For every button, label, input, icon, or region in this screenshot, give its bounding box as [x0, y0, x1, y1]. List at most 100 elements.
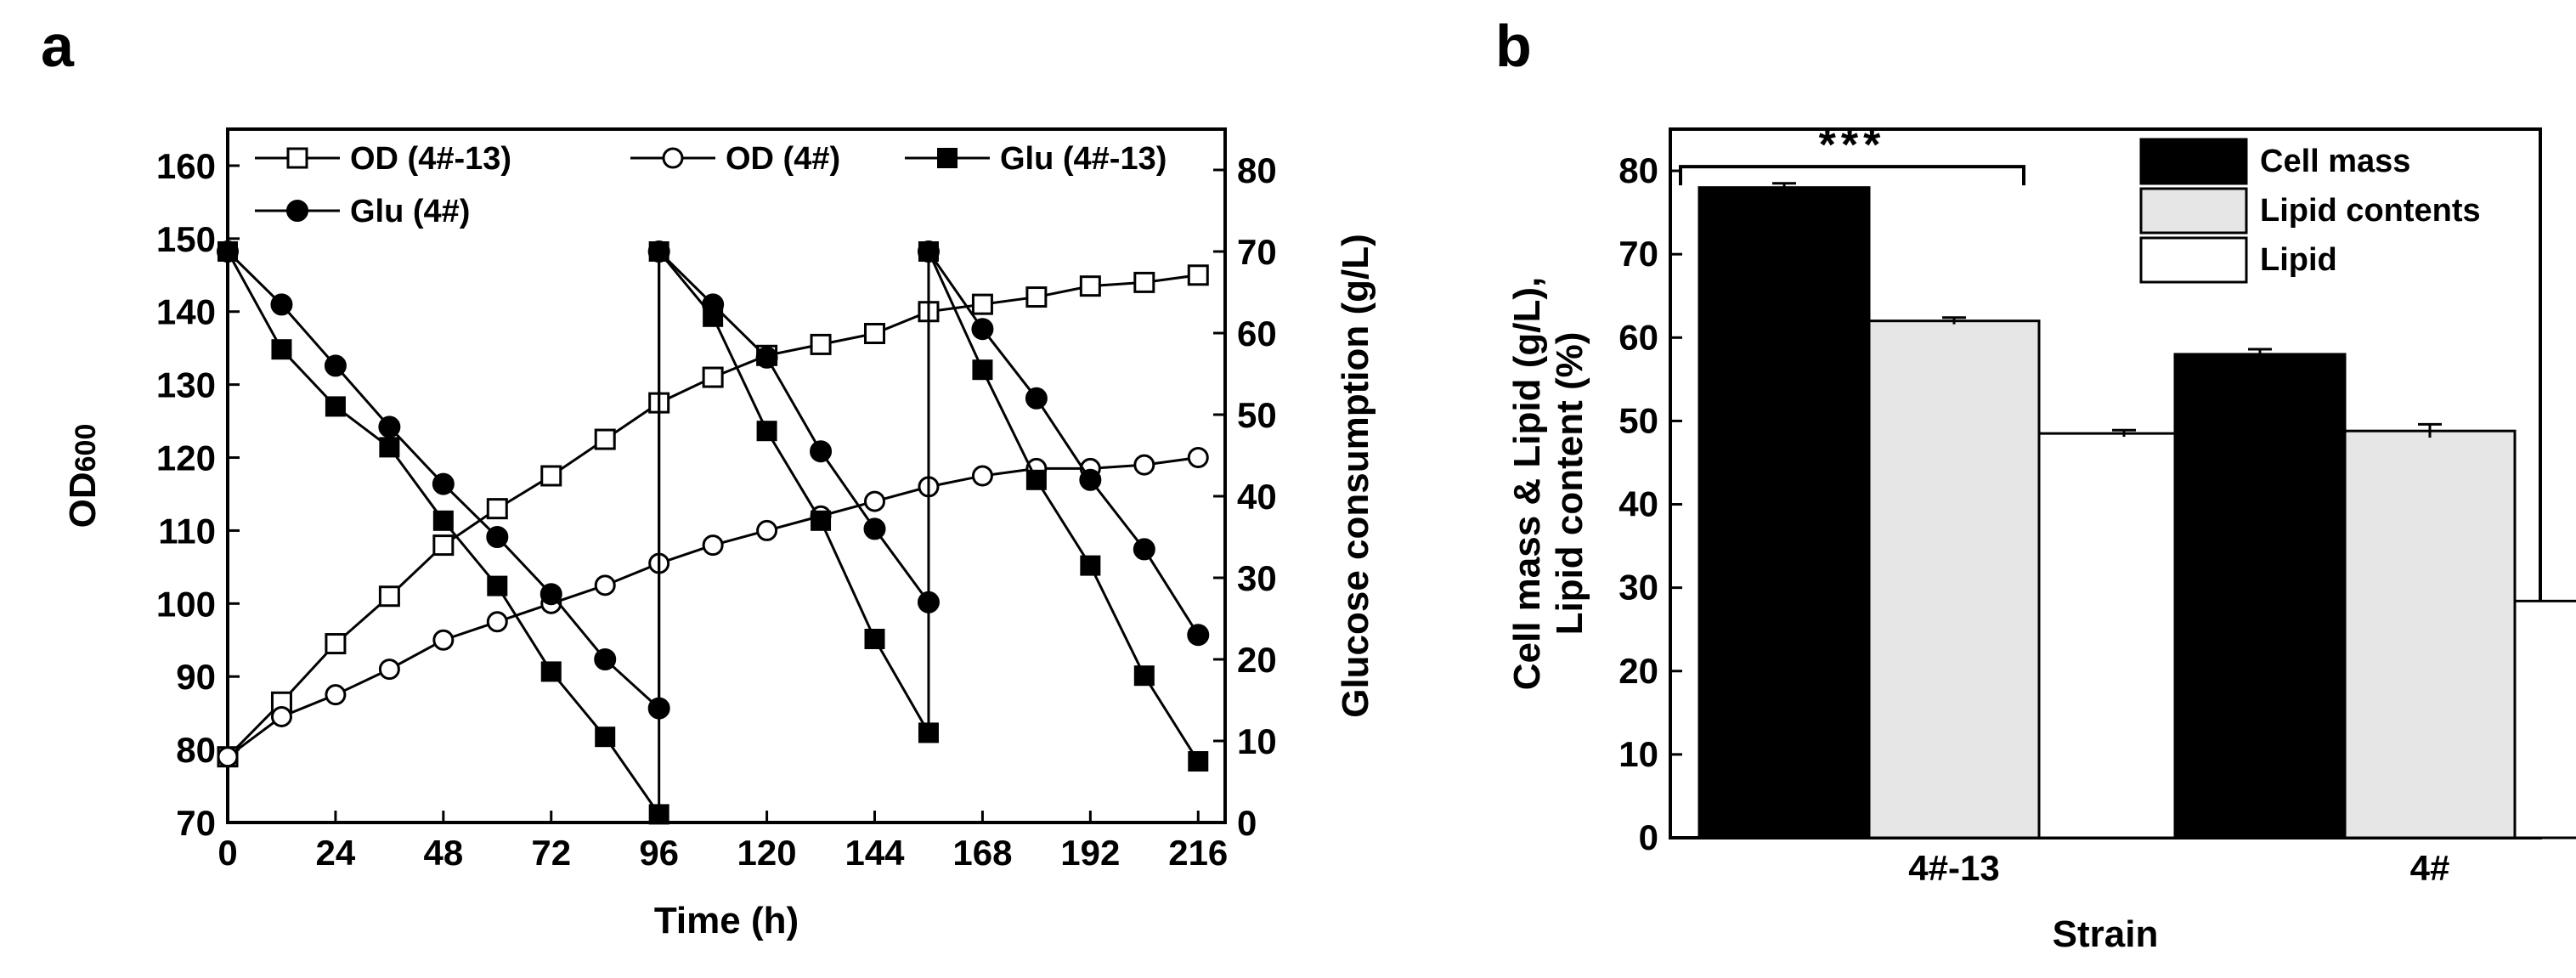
data-point-a: [702, 534, 724, 557]
y2-tick-label-a: 60: [1237, 314, 1277, 353]
y-tick-label-a: 100: [156, 584, 216, 624]
data-point-a: [540, 661, 562, 682]
panel-label-b: b: [1495, 13, 1532, 79]
data-point-a: [540, 465, 562, 487]
data-point-a: [648, 804, 669, 825]
series-line-a: [226, 247, 1200, 819]
series-line-a: [226, 274, 1199, 758]
data-point-a: [325, 396, 346, 417]
legend-swatch-b: [2139, 236, 2248, 284]
y-tick-label-a: 80: [176, 730, 216, 770]
legend-label-b: Cell mass: [2260, 144, 2410, 179]
legend-label-a: OD (4#): [726, 141, 840, 177]
series-a-2: [217, 241, 1209, 825]
series-a-3: [217, 240, 1210, 720]
data-point-a: [594, 648, 617, 670]
data-point-a: [1187, 264, 1209, 286]
data-point-a: [1187, 447, 1209, 469]
data-point-a: [1079, 275, 1101, 297]
legend-item-b: Lipid contents: [2139, 187, 2481, 235]
data-point-a: [270, 705, 292, 727]
y2-tick-label-a: 10: [1237, 721, 1277, 761]
data-point-a: [811, 510, 832, 531]
y2-tick-label-a: 80: [1237, 150, 1277, 190]
y2-axis-label-a: Glucose consumption (g/L): [1335, 234, 1376, 718]
data-point-a: [702, 366, 724, 388]
y-tick-label-a: 140: [156, 292, 216, 332]
data-point-a: [1079, 468, 1102, 491]
data-point-a: [594, 428, 616, 450]
y-tick-label-b: 50: [1618, 400, 1658, 440]
bar: [2343, 429, 2517, 839]
legend-marker-a: [662, 147, 684, 169]
data-point-a: [271, 339, 292, 360]
x-tick-label-a: 192: [1060, 833, 1120, 873]
legend-item-a: OD (4#): [630, 141, 840, 177]
data-point-a: [864, 629, 885, 649]
data-point-a: [971, 318, 994, 341]
data-point-a: [487, 575, 508, 596]
data-point-a: [755, 346, 778, 369]
y-tick-label-a: 90: [176, 657, 216, 697]
data-point-a: [432, 510, 454, 531]
bar: [1698, 186, 1871, 839]
y2-tick-label-a: 70: [1237, 232, 1277, 272]
bar: [2513, 599, 2576, 839]
data-point-a: [325, 633, 347, 655]
data-point-a: [1025, 286, 1048, 308]
x-tick-label-a: 144: [845, 833, 905, 873]
data-point-a: [1025, 469, 1047, 490]
data-point-a: [864, 323, 886, 345]
y-tick-label-b: 20: [1618, 651, 1658, 691]
legend-a: OD (4#-13) OD (4#) Glu (4#-13) Glu (4#): [255, 141, 1167, 229]
series-line-a: [227, 456, 1199, 758]
plot-frame-a: [226, 127, 1227, 824]
data-point-a: [1080, 555, 1101, 576]
legend-swatch-b: [2139, 138, 2248, 185]
data-point-a: [647, 697, 670, 720]
data-point-a: [1187, 624, 1210, 647]
data-point-a: [270, 293, 293, 316]
legend-label-b: Lipid: [2260, 242, 2337, 278]
x-tick-label-a: 96: [639, 833, 679, 873]
data-point-a: [1133, 454, 1155, 476]
x-tick-label-a: 48: [423, 833, 463, 873]
data-point-a: [917, 240, 940, 263]
legend-marker-a: [937, 148, 958, 168]
series-a-1: [217, 447, 1209, 768]
y-axis-label-b: Cell mass & Lipid (g/L),Lipid content (%…: [1506, 277, 1590, 691]
data-point-a: [324, 354, 347, 377]
legend-marker-a: [286, 200, 308, 222]
legend-swatch-b: [2139, 187, 2248, 235]
chart-a: 0 24 48 72 96 120 144 168 192 2167080901001101201…: [62, 127, 1376, 941]
data-point-a: [432, 472, 455, 495]
data-point-a: [379, 437, 400, 458]
data-point-a: [432, 629, 455, 651]
data-point-a: [1025, 387, 1048, 410]
data-point-a: [810, 440, 833, 463]
data-point-a: [918, 722, 939, 743]
data-point-a: [863, 517, 886, 540]
y-axis-label-line: Cell mass & Lipid (g/L),: [1506, 277, 1548, 691]
data-point-a: [378, 416, 401, 438]
y-tick-label-a: 150: [156, 219, 216, 259]
y2-tick-label-a: 20: [1237, 640, 1277, 680]
y-tick-label-a: 130: [156, 365, 216, 405]
data-point-a: [972, 359, 993, 381]
data-point-a: [971, 465, 993, 487]
chart-b: 0 10 20 30 40 50 60 70 80 4#-13 4# *** Strain Cell ma…: [1506, 121, 2576, 955]
x-tick-label-a: 24: [316, 833, 356, 873]
data-point-a: [486, 498, 508, 520]
y-tick-label-b: 80: [1618, 150, 1658, 190]
significance-bracket: [1679, 165, 2025, 186]
data-point-a: [325, 684, 347, 706]
data-point-a: [594, 574, 616, 596]
data-point-a: [539, 583, 562, 606]
legend-label-b: Lipid contents: [2260, 193, 2481, 229]
y-tick-label-b: 0: [1639, 817, 1658, 857]
y-tick-label-b: 30: [1618, 568, 1658, 608]
legend-marker-a: [286, 147, 308, 169]
x-tick-label-a: 216: [1168, 833, 1228, 873]
data-point-a: [810, 333, 832, 355]
